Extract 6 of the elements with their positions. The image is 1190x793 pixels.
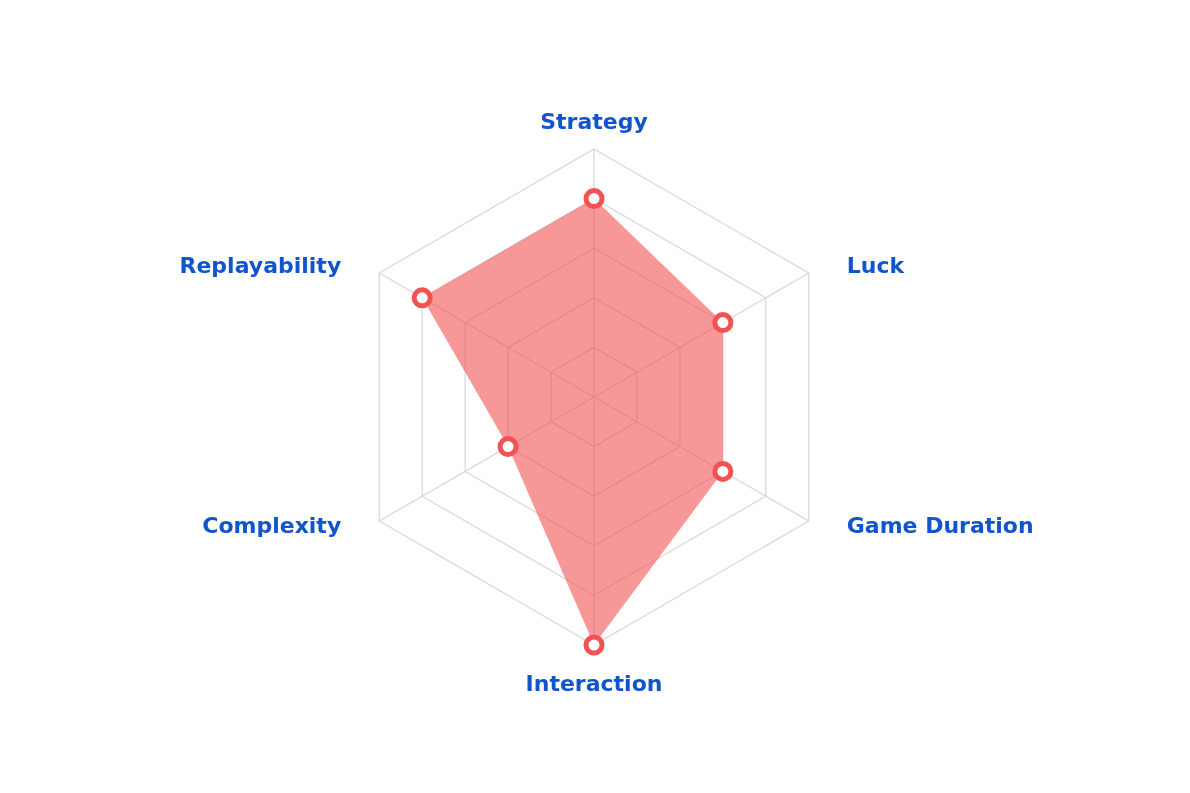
spoke-label: Game Duration — [846, 513, 1034, 538]
spoke-label: Interaction — [525, 671, 663, 696]
spoke-label: Luck — [846, 253, 906, 278]
spoke-label: Replayability — [179, 253, 342, 278]
spoke-label: Complexity — [202, 513, 342, 538]
spoke-label: Strategy — [540, 109, 648, 134]
